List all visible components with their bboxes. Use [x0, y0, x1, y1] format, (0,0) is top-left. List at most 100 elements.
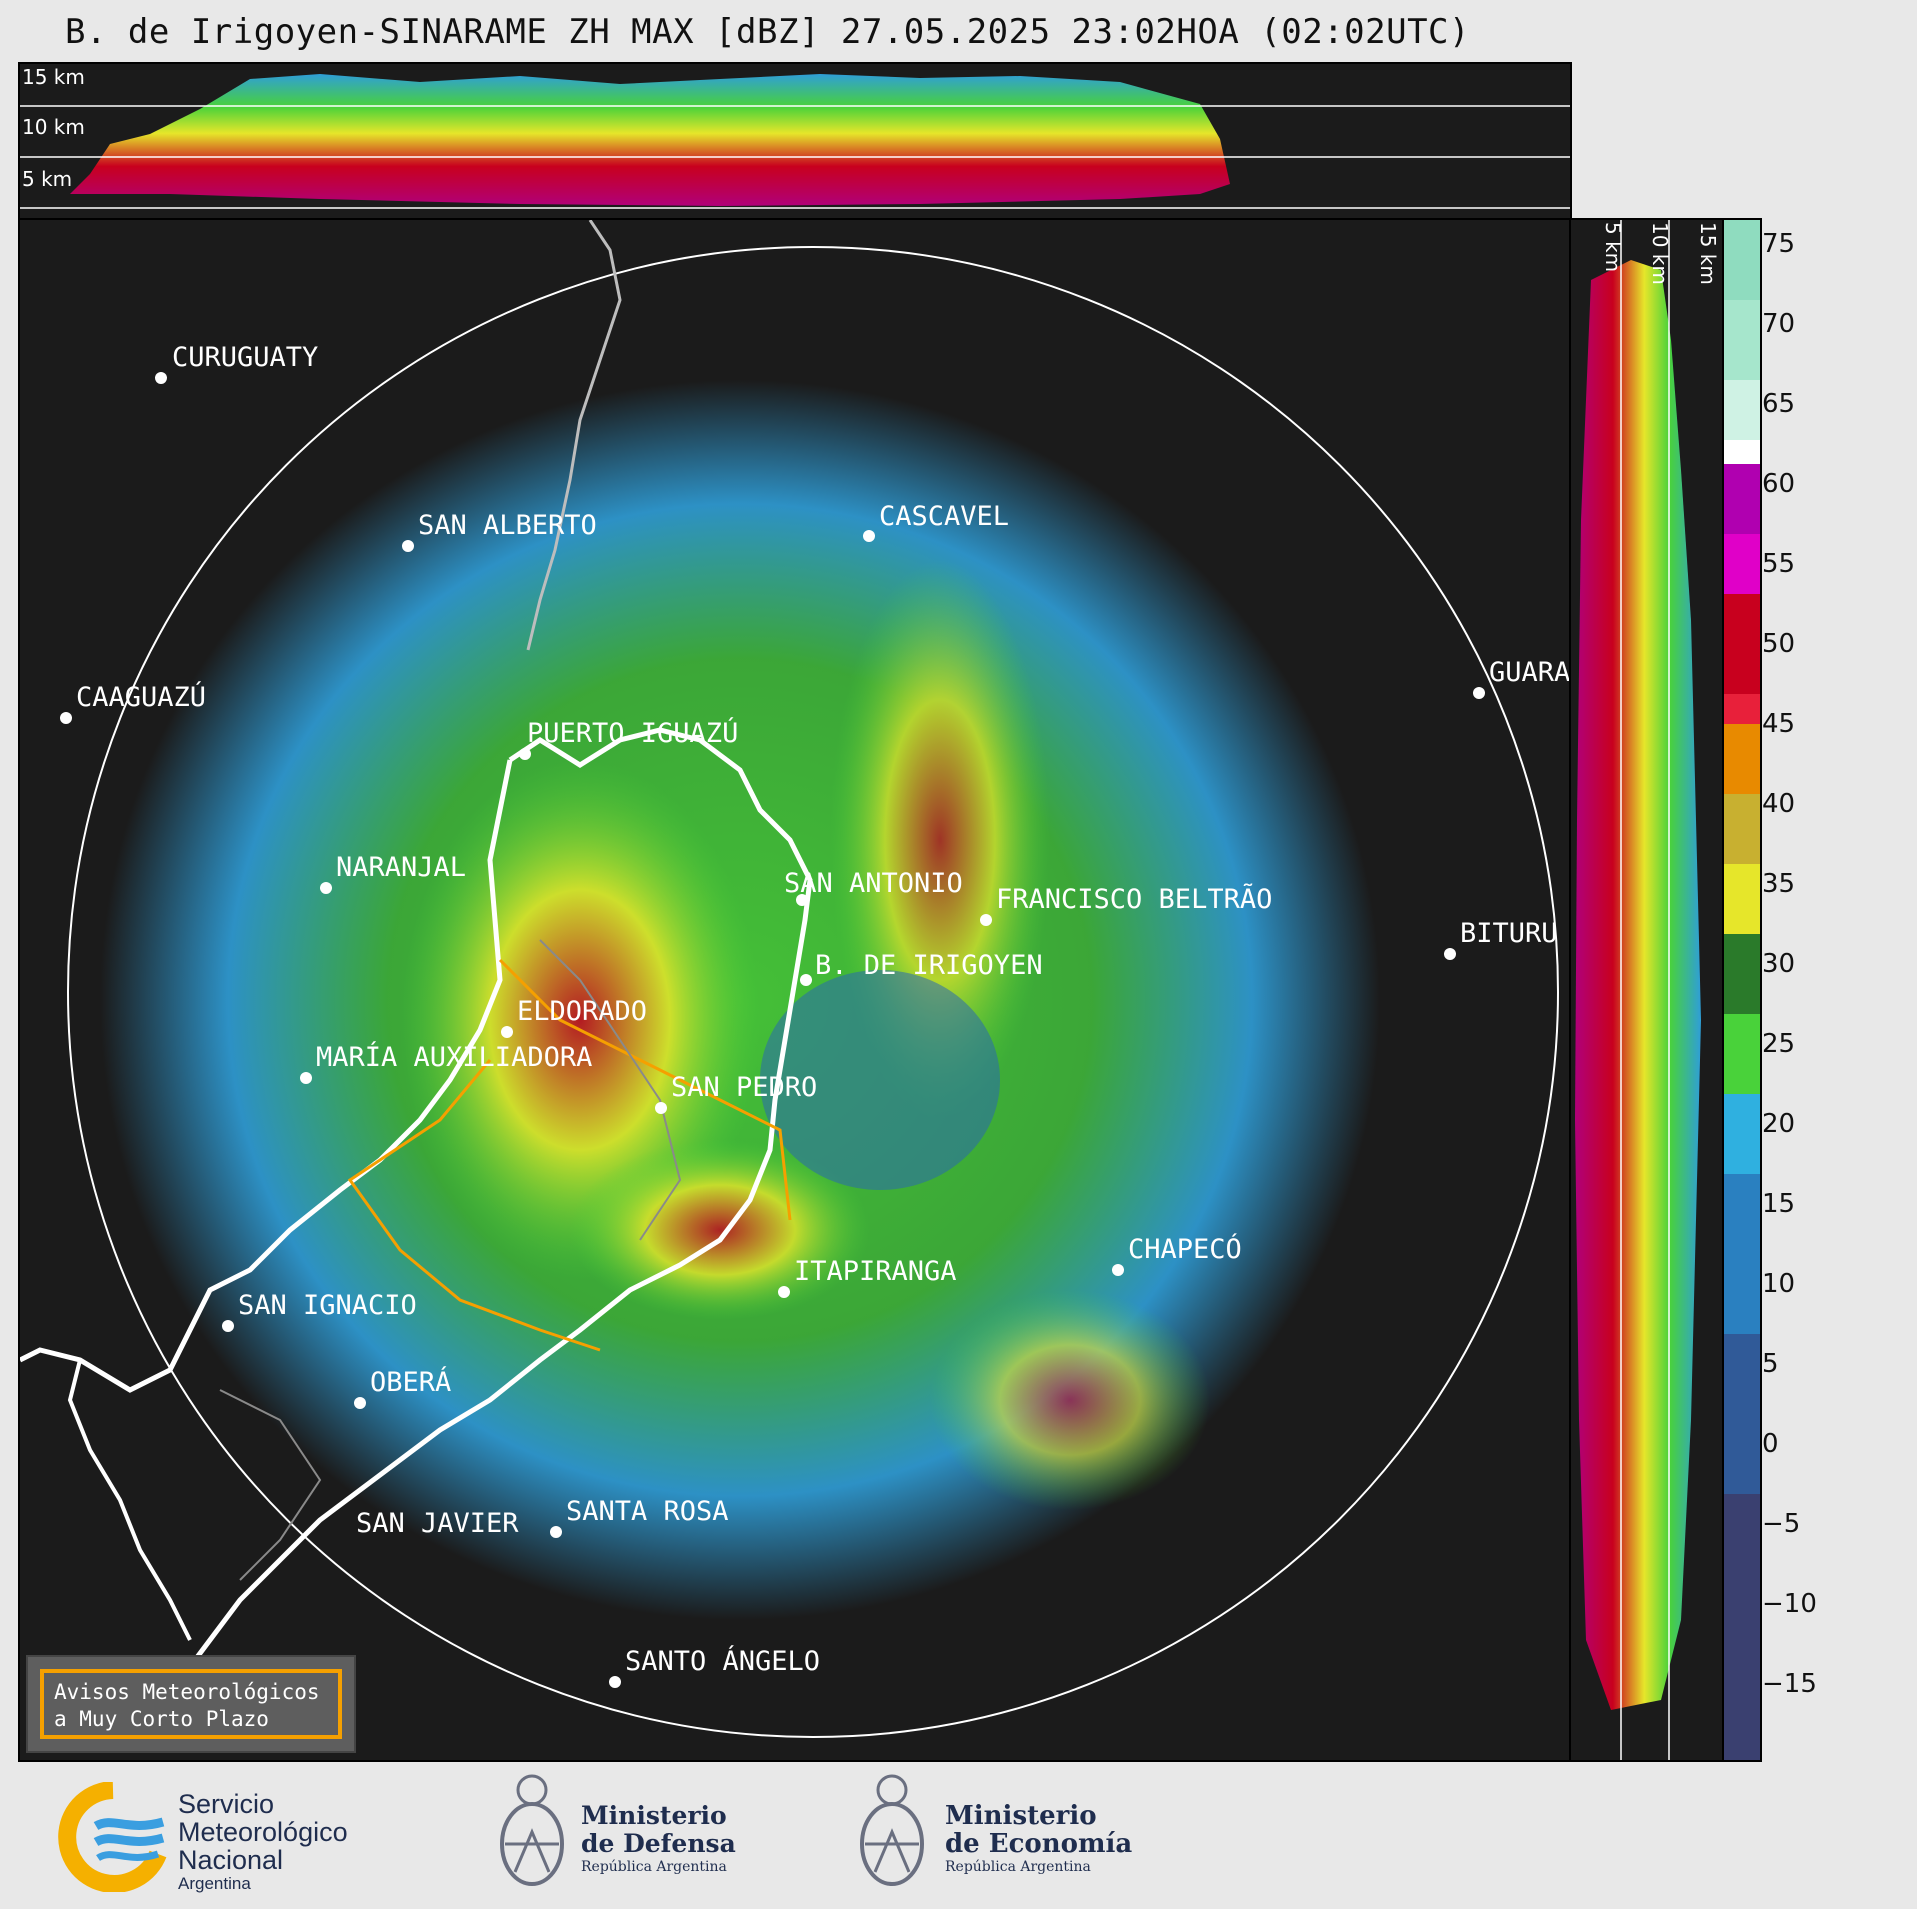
defensa-line-2: de Defensa	[581, 1829, 736, 1858]
city-dot	[60, 712, 72, 724]
city-label-san-pedro: SAN PEDRO	[671, 1072, 817, 1103]
cb-15	[1724, 1094, 1760, 1174]
cb-tick-5: 5	[1762, 1349, 1779, 1379]
city-obera: OBERÁ	[354, 1366, 451, 1409]
city-label-guara: GUARA	[1489, 657, 1570, 688]
city-label-naranjal: NARANJAL	[336, 852, 466, 883]
city-dot	[609, 1676, 621, 1688]
economia-line-2: de Economía	[945, 1829, 1133, 1859]
cb-42	[1724, 694, 1760, 724]
economia-line-3: República Argentina	[945, 1859, 1091, 1875]
city-dot	[550, 1526, 562, 1538]
city-dot	[1473, 687, 1485, 699]
city-dot	[655, 1102, 667, 1114]
top-cross-section-svg: 15 km 10 km 5 km	[20, 65, 1570, 209]
cb-tick-55: 55	[1762, 549, 1796, 579]
city-guara: GUARA	[1473, 657, 1570, 699]
city-cascavel: CASCAVEL	[863, 501, 1009, 542]
river-parana-north	[526, 220, 622, 651]
city-label-curuguaty: CURUGUATY	[172, 342, 318, 373]
cb-neg15	[1724, 1494, 1760, 1760]
city-b-de-irigoyen: B. DE IRIGOYEN	[800, 950, 1043, 986]
department-lines-1	[539, 939, 682, 1241]
cb-20	[1724, 1014, 1760, 1094]
cb-65-70	[1724, 300, 1760, 380]
cb-tick-0: 0	[1762, 1429, 1779, 1459]
city-label-puerto-iguazu: PUERTO IGUAZÚ	[527, 717, 738, 749]
cb-tick-35: 35	[1762, 869, 1796, 899]
city-dot	[222, 1320, 234, 1332]
city-dot	[320, 882, 332, 894]
city-label-san-antonio: SAN ANTONIO	[784, 868, 963, 899]
echo-weak-center	[760, 970, 1000, 1190]
cb-neg5-0	[1724, 1334, 1760, 1494]
defensa-shield-icon	[500, 1774, 564, 1886]
city-label-maria-auxiliadora: MARÍA AUXILIADORA	[316, 1041, 592, 1073]
city-label-santa-rosa: SANTA ROSA	[566, 1496, 729, 1527]
side-label-10km: 10 km	[1648, 222, 1672, 285]
side-profile-echo	[1575, 260, 1701, 1710]
city-label-cascavel: CASCAVEL	[879, 501, 1009, 532]
defensa-logo: Ministerio de Defensa República Argentin…	[495, 1772, 755, 1902]
top-cross-section-panel: 15 km 10 km 5 km	[18, 62, 1572, 220]
city-label-san-alberto: SAN ALBERTO	[418, 510, 597, 541]
economia-line-1: Ministerio	[945, 1801, 1097, 1831]
range-ring	[67, 246, 1559, 1738]
height-label-10km: 10 km	[22, 115, 85, 139]
city-dot	[501, 1026, 513, 1038]
city-dot	[1444, 948, 1456, 960]
city-label-francisco-beltrao: FRANCISCO BELTRÃO	[996, 883, 1272, 915]
cb-55	[1724, 464, 1760, 534]
route-orange-2	[347, 1059, 601, 1352]
city-santo-angelo: SANTO ÁNGELO	[609, 1645, 820, 1688]
side-label-15km: 15 km	[1696, 222, 1720, 285]
city-dot	[300, 1072, 312, 1084]
cb-tick-40: 40	[1762, 789, 1796, 819]
city-dot	[155, 372, 167, 384]
cb-tick-60: 60	[1762, 469, 1796, 499]
city-dot	[980, 914, 992, 926]
argentina-border-east	[178, 727, 813, 1682]
smn-logo: Servicio Meteorológico Nacional Argentin…	[58, 1782, 398, 1893]
city-san-ignacio: SAN IGNACIO	[222, 1290, 417, 1332]
side-label-5km: 5 km	[1601, 222, 1625, 272]
cb-tick-25: 25	[1762, 1029, 1796, 1059]
cb-60-65	[1724, 380, 1760, 440]
city-san-alberto: SAN ALBERTO	[402, 510, 597, 552]
cb-tick-neg15: −15	[1762, 1669, 1817, 1699]
city-itapiranga: ITAPIRANGA	[778, 1256, 957, 1298]
cb-40	[1724, 724, 1760, 794]
city-dot	[354, 1397, 366, 1409]
smn-logo-icon	[58, 1782, 167, 1892]
cb-tick-neg5: −5	[1762, 1509, 1801, 1539]
smn-line-1: Servicio	[178, 1789, 275, 1819]
city-dot	[863, 530, 875, 542]
map-title: B. de Irigoyen-SINARAME ZH MAX [dBZ] 27.…	[65, 12, 1470, 52]
city-francisco-beltrao: FRANCISCO BELTRÃO	[980, 883, 1272, 926]
city-dot	[1112, 1264, 1124, 1276]
economia-shield-icon	[860, 1774, 924, 1886]
warning-box-frame: Avisos Meteorológicos a Muy Corto Plazo	[40, 1669, 342, 1739]
side-cross-section-panel: 5 km 10 km 15 km	[1569, 218, 1724, 1762]
footer-logos: Servicio Meteorológico Nacional Argentin…	[0, 1760, 1917, 1909]
smn-line-4: Argentina	[178, 1874, 251, 1893]
city-label-bituru: BITURU	[1460, 918, 1558, 949]
economia-logo: Ministerio de Economía República Argenti…	[855, 1772, 1135, 1902]
city-santa-rosa: SANTA ROSA	[550, 1496, 729, 1538]
warning-box: Avisos Meteorológicos a Muy Corto Plazo	[26, 1655, 356, 1753]
height-label-15km: 15 km	[22, 65, 85, 89]
cb-50	[1724, 534, 1760, 594]
city-curuguaty: CURUGUATY	[155, 342, 318, 384]
city-label-eldorado: ELDORADO	[517, 996, 647, 1027]
smn-line-2: Meteorológico	[178, 1817, 348, 1847]
city-dot	[402, 540, 414, 552]
cb-30	[1724, 864, 1760, 934]
city-san-javier: SAN JAVIER	[356, 1508, 519, 1539]
city-label-caaguazu: CAAGUAZÚ	[76, 681, 206, 713]
city-label-b-de-irigoyen: B. DE IRIGOYEN	[815, 950, 1043, 981]
cb-tick-45: 45	[1762, 709, 1796, 739]
cb-tick-50: 50	[1762, 629, 1796, 659]
cb-5-10	[1724, 1174, 1760, 1334]
city-bituru: BITURU	[1444, 918, 1558, 960]
dbz-colorbar	[1722, 218, 1762, 1762]
